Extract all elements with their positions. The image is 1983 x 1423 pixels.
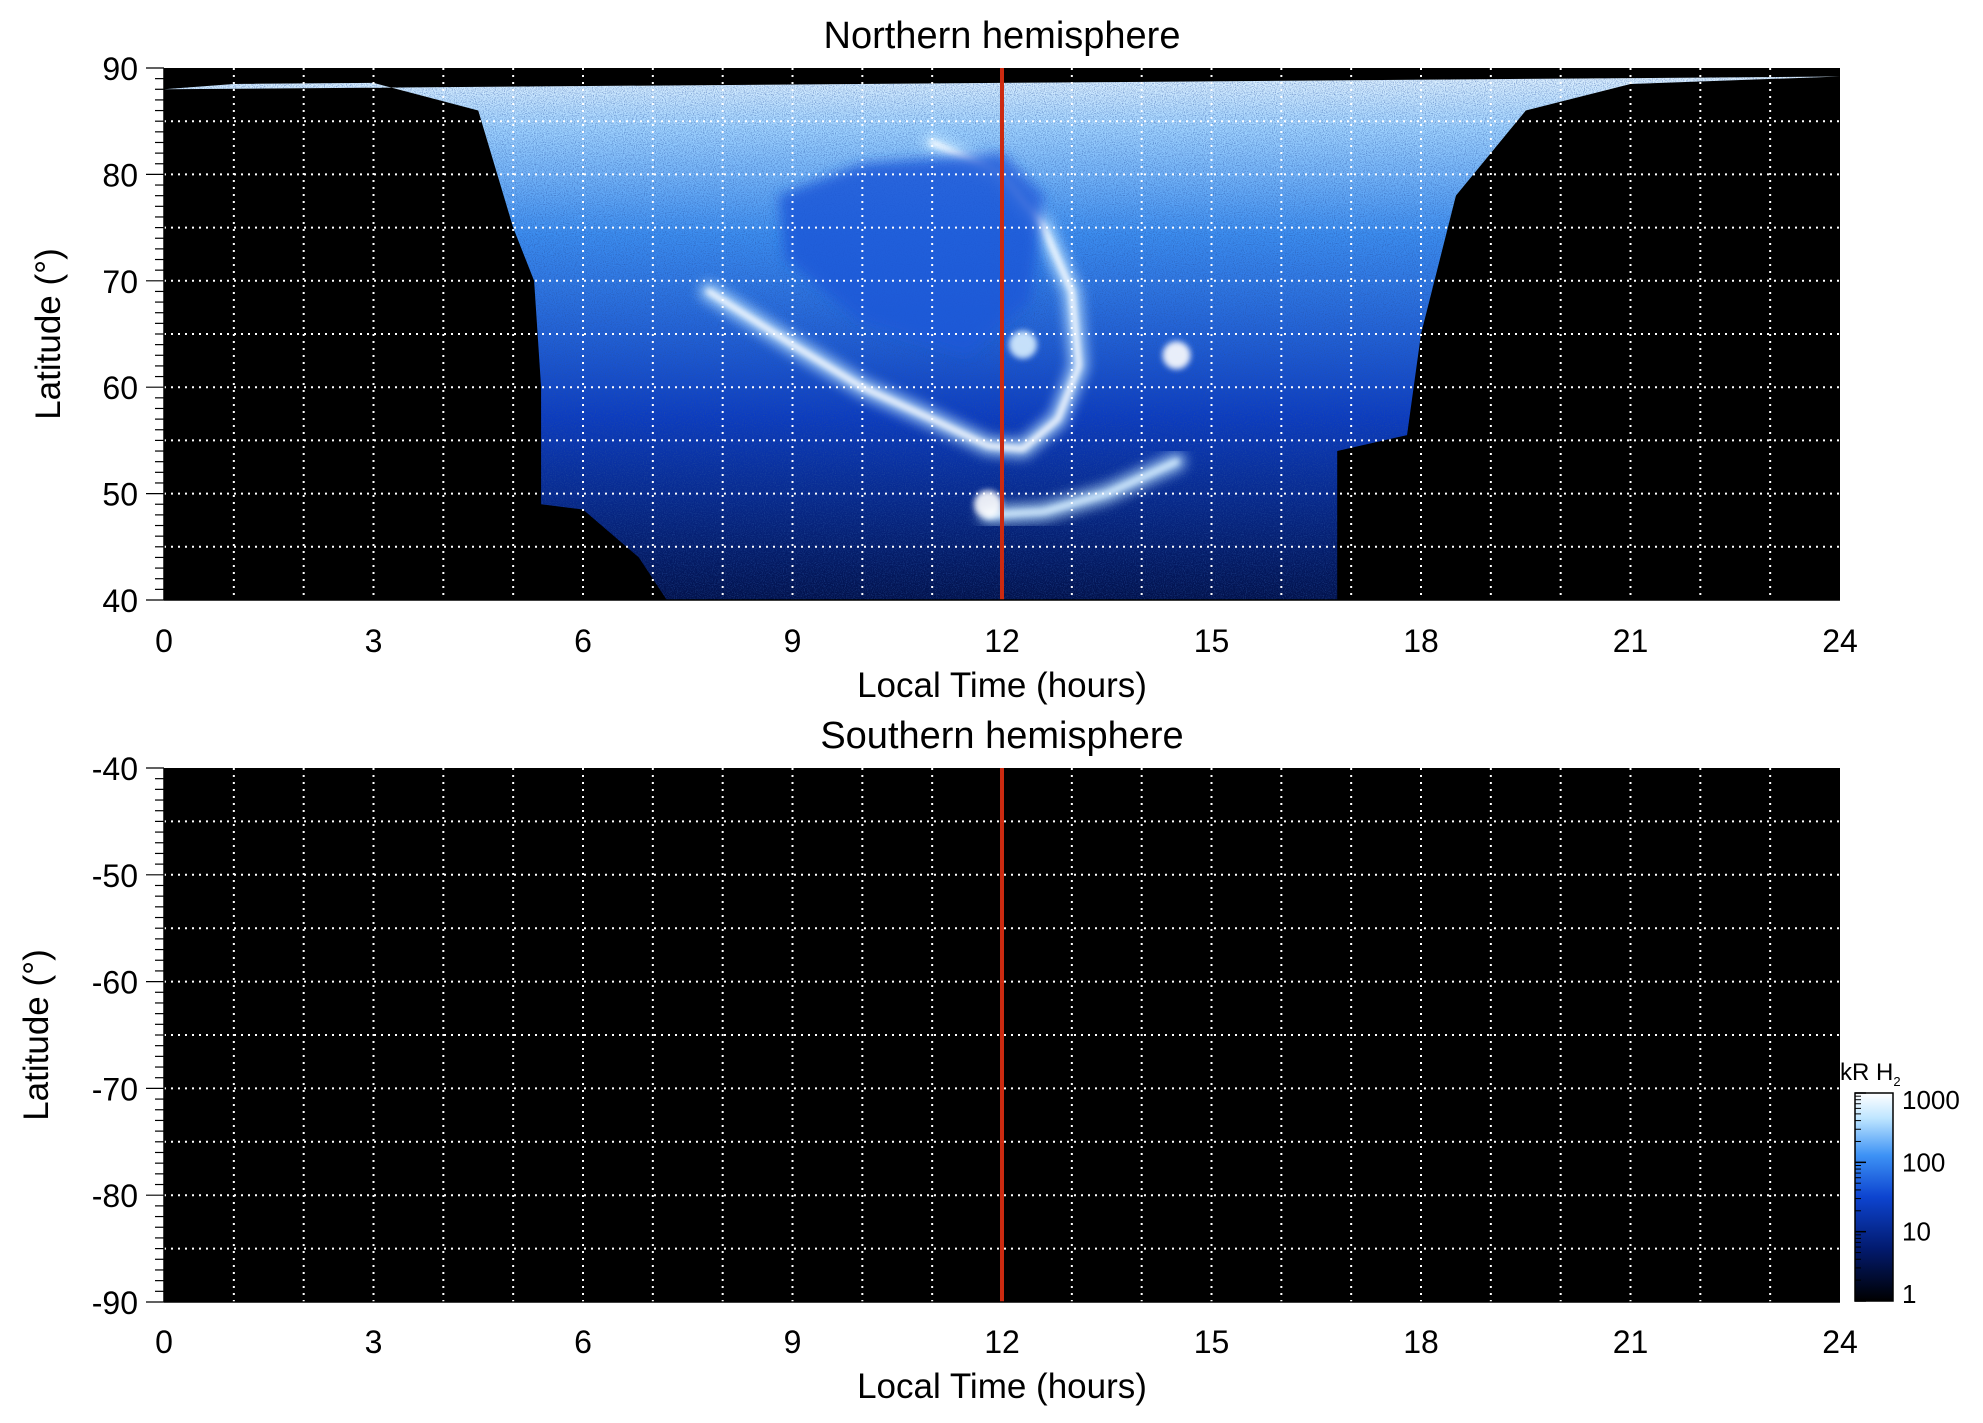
- y-tick-label: -50: [92, 858, 138, 894]
- x-tick-label: 21: [1613, 1324, 1649, 1360]
- northern-hemisphere-panel: Northern hemisphere 40 50 60 70 80 90 0 3 6 9 12 1…: [29, 15, 1858, 705]
- y-tick-label: -80: [92, 1178, 138, 1214]
- y-tick-label: 80: [102, 157, 138, 193]
- x-tick-label: 3: [365, 623, 383, 659]
- x-tick-label: 12: [984, 623, 1020, 659]
- x-tick-label: 24: [1822, 1324, 1858, 1360]
- feature-spot: [1008, 330, 1037, 359]
- southern-y-axis-label: Latitude (°): [17, 949, 56, 1121]
- y-tick-label: 40: [102, 583, 138, 619]
- northern-panel-title: Northern hemisphere: [824, 15, 1181, 57]
- colorbar-tick-label: 1: [1902, 1279, 1916, 1309]
- y-tick-label: 60: [102, 370, 138, 406]
- y-tick-label: -40: [92, 751, 138, 787]
- feature-spot: [974, 490, 1003, 519]
- x-tick-label: 0: [155, 1324, 173, 1360]
- southern-hemisphere-panel: Southern hemisphere -40 -50 -60 -70 -80 -90 0…: [17, 715, 1858, 1406]
- colorbar-label: kR H2: [1840, 1059, 1901, 1089]
- x-tick-label: 15: [1194, 1324, 1230, 1360]
- northern-y-axis: 40 50 60 70 80 90: [102, 51, 165, 619]
- colorbar-tick-label: 100: [1902, 1147, 1945, 1177]
- y-tick-label: -90: [92, 1285, 138, 1321]
- southern-panel-title: Southern hemisphere: [820, 715, 1183, 757]
- x-tick-label: 12: [984, 1324, 1020, 1360]
- southern-grid: [164, 768, 1840, 1302]
- colorbar-tick-label: 10: [1902, 1217, 1931, 1247]
- southern-y-axis: -40 -50 -60 -70 -80 -90: [92, 751, 165, 1321]
- x-tick-label: 6: [574, 623, 592, 659]
- northern-x-axis: 0 3 6 9 12 15 18 21 24: [155, 599, 1858, 659]
- colorbar: kR H2 1000 100 10 1: [1840, 1059, 1960, 1309]
- x-tick-label: 0: [155, 623, 173, 659]
- x-tick-label: 6: [574, 1324, 592, 1360]
- x-tick-label: 15: [1194, 623, 1230, 659]
- southern-x-axis-label: Local Time (hours): [857, 1367, 1147, 1406]
- x-tick-label: 9: [784, 1324, 802, 1360]
- colorbar-ticks: 1000 100 10 1: [1855, 1085, 1960, 1309]
- x-tick-label: 18: [1403, 1324, 1439, 1360]
- x-tick-label: 3: [365, 1324, 383, 1360]
- colorbar-gradient: [1854, 1092, 1894, 1302]
- x-tick-label: 18: [1403, 623, 1439, 659]
- northern-x-axis-label: Local Time (hours): [857, 666, 1147, 705]
- feature-polar-cap: [778, 153, 1044, 356]
- northern-y-axis-label: Latitude (°): [29, 248, 68, 420]
- x-tick-label: 24: [1822, 623, 1858, 659]
- colorbar-label-subscript: 2: [1893, 1074, 1900, 1089]
- x-tick-label: 21: [1613, 623, 1649, 659]
- feature-arc: [985, 459, 1180, 518]
- y-tick-label: 90: [102, 51, 138, 87]
- colorbar-label-text: kR H: [1840, 1059, 1893, 1086]
- colorbar-tick-label: 1000: [1902, 1085, 1960, 1115]
- southern-x-axis: 0 3 6 9 12 15 18 21 24: [155, 1301, 1858, 1360]
- feature-spot: [1162, 341, 1191, 370]
- y-tick-label: -70: [92, 1071, 138, 1107]
- y-tick-label: 50: [102, 477, 138, 513]
- y-tick-label: -60: [92, 965, 138, 1001]
- x-tick-label: 9: [784, 623, 802, 659]
- y-tick-label: 70: [102, 264, 138, 300]
